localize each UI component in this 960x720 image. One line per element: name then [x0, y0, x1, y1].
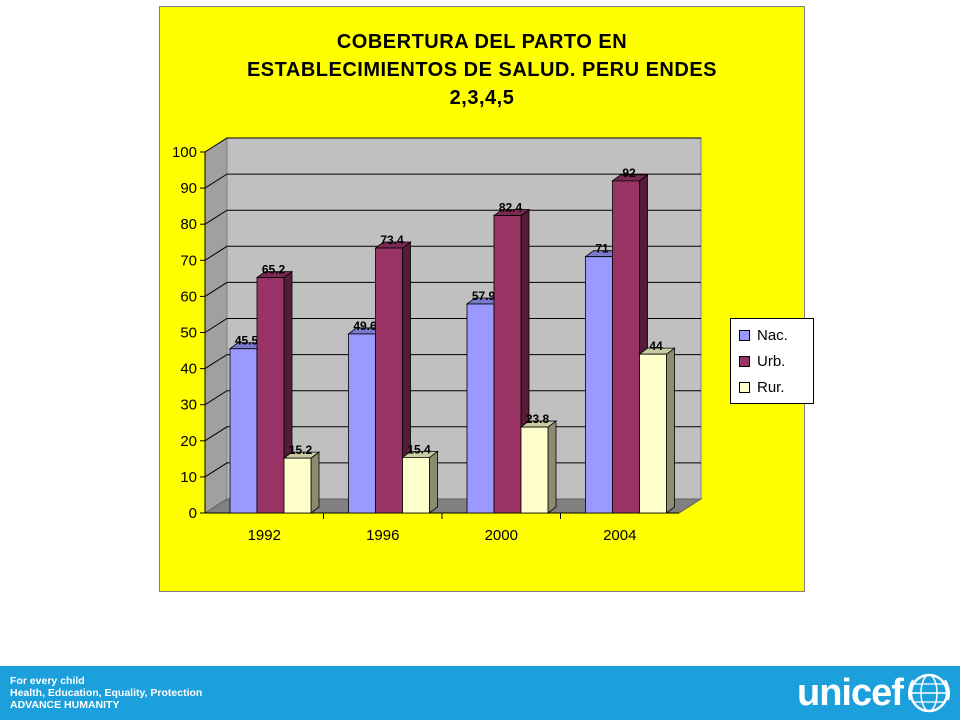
- y-tick-label: 10: [180, 469, 197, 486]
- y-tick-label: 60: [180, 288, 197, 305]
- x-tick-label: 1996: [366, 527, 399, 544]
- gridline: [204, 354, 701, 370]
- legend-label-nac: Nac.: [757, 326, 788, 344]
- footer-tagline-1: For every child: [10, 675, 85, 687]
- bar-urb-1996: [375, 247, 403, 514]
- data-label: 45.5: [235, 334, 259, 348]
- bar-side-rur: [429, 450, 438, 514]
- legend-label-rur: Rur.: [757, 378, 785, 396]
- bar-rur-1996: [402, 457, 430, 514]
- legend-swatch-rur: [739, 381, 750, 393]
- data-label: 92: [622, 166, 636, 180]
- y-tick-label: 20: [180, 433, 197, 450]
- bar-urb-1992: [256, 277, 285, 514]
- bar-rur-2004: [639, 353, 667, 514]
- gridline: [204, 173, 701, 189]
- x-tick-label: 2000: [485, 527, 518, 544]
- data-label: 73.4: [380, 233, 404, 247]
- legend-label-urb: Urb.: [757, 352, 786, 370]
- data-label: 15.2: [289, 443, 313, 457]
- bar-urb-2004: [612, 180, 640, 514]
- footer-tagline-2: Health, Education, Equality, Protection: [10, 687, 203, 699]
- data-label: 71: [595, 242, 609, 256]
- y-tick-label: 70: [180, 252, 197, 269]
- legend-item-rur: Rur.: [739, 377, 785, 397]
- bar-nac-2004: [585, 256, 613, 514]
- data-label: 44: [649, 339, 663, 353]
- y-tick-label: 30: [180, 397, 197, 414]
- unicef-emblem-icon: [907, 673, 950, 713]
- y-tick-label: 80: [180, 216, 197, 233]
- chart-title: COBERTURA DEL PARTO EN ESTABLECIMIENTOS …: [246, 31, 718, 109]
- gridline: [204, 390, 701, 406]
- data-label: 82.4: [499, 201, 523, 215]
- legend-item-urb: Urb.: [739, 351, 785, 371]
- bar-side-rur: [666, 347, 675, 514]
- gridline: [204, 281, 701, 297]
- bar-urb-2000: [493, 215, 522, 514]
- gridline: [204, 318, 701, 333]
- x-tick-label: 2004: [603, 527, 636, 544]
- legend-swatch-urb: [739, 355, 750, 367]
- y-tick-label: 40: [180, 361, 197, 378]
- gridline: [204, 209, 701, 225]
- bar-rur-1992: [283, 457, 312, 514]
- x-tick-label: 1992: [248, 527, 281, 544]
- bar-nac-2000: [466, 303, 495, 514]
- bar-nac-1996: [348, 333, 376, 514]
- gridline: [204, 245, 701, 261]
- y-tick-label: 50: [180, 325, 197, 342]
- bar-side-rur: [547, 420, 557, 514]
- data-label: 57.9: [472, 289, 496, 303]
- data-label: 49.6: [353, 319, 377, 333]
- y-tick-label: 100: [172, 144, 197, 161]
- data-label: 15.4: [407, 442, 431, 456]
- legend-swatch-nac: [739, 329, 750, 341]
- bar-rur-2000: [520, 426, 549, 514]
- y-tick-label: 90: [180, 180, 197, 197]
- legend-item-nac: Nac.: [739, 325, 788, 345]
- gridline: [204, 137, 701, 153]
- legend: Nac. Urb. Rur.: [730, 318, 814, 404]
- footer-tagline-3: ADVANCE HUMANITY: [10, 699, 120, 711]
- footer-bar: [0, 666, 960, 720]
- bar-nac-1992: [229, 348, 258, 514]
- data-label: 23.8: [526, 412, 550, 426]
- data-label: 65.2: [262, 263, 286, 277]
- y-tick-label: 0: [189, 505, 197, 522]
- unicef-logo: unicef: [797, 670, 952, 716]
- bar-side-rur: [310, 451, 320, 514]
- unicef-wordmark: unicef: [797, 672, 904, 714]
